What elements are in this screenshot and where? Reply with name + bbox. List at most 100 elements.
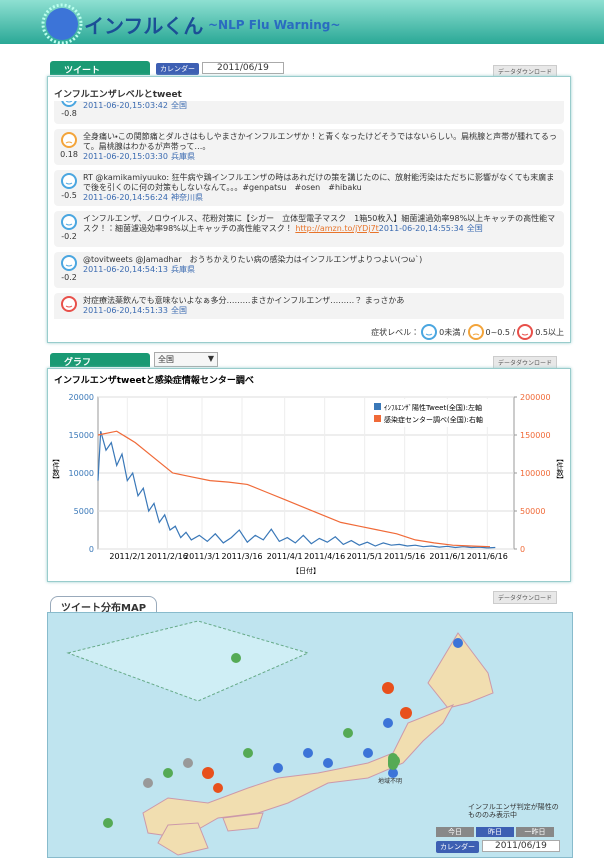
tweet-link[interactable]: http://amzn.to/jYDj7t — [295, 224, 379, 233]
map: 地域不明 インフルエンザ判定が陽性のもののみ表示中 今日 昨日 一昨日 カレンダー … — [47, 612, 573, 858]
legend-label: ｲﾝﾌﾙｴﾝｻﾞ陽性Tweet(全国):左軸 — [384, 403, 482, 412]
tweet-level — [58, 296, 80, 319]
header: インフルくん ~NLP Flu Warning~ — [0, 0, 604, 44]
tweet-body: インフルエンザ、ノロウイルス、花粉対策に【シガー 立体型電子マスク 1箱50枚入… — [80, 214, 560, 244]
tweet-place: 全国 — [466, 224, 483, 233]
face-icon — [61, 255, 77, 271]
level-legend-label: 症状レベル： — [371, 327, 420, 337]
x-axis-label: 【日付】 — [292, 566, 320, 575]
face-mouth — [521, 333, 529, 336]
tweet: 対症療法薬飲んでも意味ないよなぁ多分………まさかインフルエンザ………？ まっさか… — [54, 293, 564, 319]
tweet-body: 対症療法薬飲んでも意味ないよなぁ多分………まさかインフルエンザ………？ まっさか… — [80, 296, 560, 319]
y2-tick-label: 100000 — [520, 469, 551, 478]
face-icon — [61, 296, 77, 312]
face — [61, 296, 77, 312]
series-line — [97, 430, 491, 548]
date[interactable]: 2011/06/19 — [482, 840, 560, 852]
day-buttons: 今日 昨日 一昨日 — [436, 827, 554, 837]
legend-label: 感染症センター調べ(全国):右軸 — [384, 415, 483, 424]
tweet-text: RT @kamikamiyuuko: 狂牛病や鶏インフルエンザの時はあれだけの策… — [83, 173, 555, 192]
legend-swatch — [374, 415, 381, 422]
tweet-time: 2011-06-20,14:56:24 — [83, 193, 168, 202]
y2-tick-label: 50000 — [520, 507, 545, 516]
y-axis-label: 【件数】 — [52, 455, 60, 483]
tweet-level: -0.5 — [58, 173, 80, 203]
date[interactable]: 2011/06/19 — [202, 62, 284, 74]
day-button[interactable]: 一昨日 — [516, 827, 554, 837]
face — [517, 324, 534, 340]
graph-tab[interactable]: グラフ — [50, 353, 150, 368]
tweet-time: 2011-06-20,14:55:34 — [378, 224, 464, 233]
y2-tick-label: 0 — [520, 545, 525, 554]
tweet-time: 2011-06-20,15:03:30 — [83, 152, 168, 161]
x-tick-label: 2011/2/1 — [109, 552, 145, 561]
tweet-text: インフルエンザ、ノロウイルス、花粉対策に【シガー 立体型電子マスク 1箱50枚入… — [83, 214, 556, 233]
tweet: -0.5 RT @kamikamiyuuko: 狂牛病や鶏インフルエンザの時はあれ… — [54, 170, 564, 206]
day-button[interactable]: 今日 — [436, 827, 474, 837]
chart: インフルエンザtweetと感染症情報センター調べ 0 5000 10000 15000 2… — [52, 374, 564, 575]
x-tick-label: 2011/3/16 — [221, 552, 262, 561]
calendar-button[interactable]: カレンダー — [156, 63, 199, 75]
calendar-button[interactable]: カレンダー — [436, 841, 479, 853]
tweet-time: 2011-06-20,14:54:13 — [83, 265, 168, 274]
tweet-place: 兵庫県 — [170, 265, 195, 274]
y-tick-label: 20000 — [69, 393, 94, 402]
tweet: 0.18 全身痛い・この関節痛とダルさはもしやまさかインフルエンザか！と青くなった… — [54, 129, 564, 165]
face-icon — [61, 101, 77, 107]
level-legend-low: 0未満 / — [439, 327, 466, 337]
tweet-text: 対症療法薬飲んでも意味ないよなぁ多分………まさかインフルエンザ………？ まっさか… — [83, 296, 405, 305]
series-line — [97, 431, 496, 549]
tweet-place: 神奈川県 — [170, 193, 203, 202]
y-tick-label: 15000 — [69, 431, 94, 440]
level-legend: 症状レベル： 0未満 / 0~0.5 / 0.5以上 — [371, 324, 564, 340]
tweet-time: 2011-06-20,15:03:42 — [83, 101, 168, 110]
face-icon — [61, 214, 77, 230]
y-tick-label: 10000 — [69, 469, 94, 478]
tweet: -0.2 @tovitweets @Jamadhar おうちかえりたい病の感染力は… — [54, 252, 564, 288]
tweet-level: -0.2 — [58, 214, 80, 244]
face-mouth — [65, 223, 73, 226]
face-icon — [517, 324, 534, 340]
tweet-body: コンパクト設計 http://amzn.to/lQTsiW2011-06-20,… — [80, 101, 560, 121]
tweet-level: -0.2 — [58, 255, 80, 285]
face — [467, 324, 484, 340]
x-tick-label: 2011/6/1 — [429, 552, 465, 561]
face — [61, 101, 77, 107]
tweet-list: -0.8コンパクト設計 http://amzn.to/lQTsiW2011-06… — [50, 101, 568, 319]
panel-title: インフルエンザレベルとtweet — [54, 90, 182, 100]
day-button[interactable]: 昨日 — [476, 827, 514, 837]
logo: インフルくん — [84, 14, 204, 38]
x-tick-label: 2011/3/1 — [184, 552, 220, 561]
region-select[interactable]: 全国 ▼ — [154, 352, 218, 367]
pins — [103, 638, 463, 828]
face-icon — [61, 132, 77, 148]
face-mouth — [65, 264, 73, 267]
tweet-place: 兵庫県 — [170, 152, 195, 161]
region: 全国 — [158, 355, 174, 364]
tweet: -0.2 インフルエンザ、ノロウイルス、花粉対策に【シガー 立体型電子マスク 1箱… — [54, 211, 564, 247]
face-icon — [467, 324, 484, 340]
tweet-score: -0.2 — [61, 273, 77, 282]
tweet-tab[interactable]: ツイート — [50, 61, 150, 76]
map-drawing — [66, 620, 494, 856]
subtitle: ~NLP Flu Warning~ — [208, 18, 341, 32]
x-tick-label: 2011/5/16 — [384, 552, 425, 561]
face — [61, 132, 77, 148]
download-button[interactable]: データダウンロード — [493, 591, 558, 604]
chart-title: インフルエンザtweetと感染症情報センター調べ — [54, 374, 254, 386]
tweet-text: @tovitweets @Jamadhar おうちかえりたい病の感染力はインフル… — [83, 255, 423, 264]
tweet-body: 全身痛い・この関節痛とダルさはもしやまさかインフルエンザか！と青くなったけどそう… — [80, 132, 560, 162]
tweet-score: -0.2 — [61, 232, 77, 241]
unknown-region: 地域不明 — [378, 778, 403, 785]
notice: インフルエンザ判定が陽性のもののみ表示中 — [468, 803, 559, 819]
face — [61, 255, 77, 271]
face-mouth — [65, 182, 73, 185]
y2-tick-label: 200000 — [520, 393, 551, 402]
face-mouth — [65, 305, 73, 308]
tweet-body: @tovitweets @Jamadhar おうちかえりたい病の感染力はインフル… — [80, 255, 560, 285]
tweet-level: -0.8 — [58, 101, 80, 121]
face — [61, 173, 77, 189]
tweet-text: 全身痛い・この関節痛とダルさはもしやまさかインフルエンザか！と青くなったけどそう… — [83, 132, 557, 151]
tweet-body: RT @kamikamiyuuko: 狂牛病や鶏インフルエンザの時はあれだけの策… — [80, 173, 560, 203]
